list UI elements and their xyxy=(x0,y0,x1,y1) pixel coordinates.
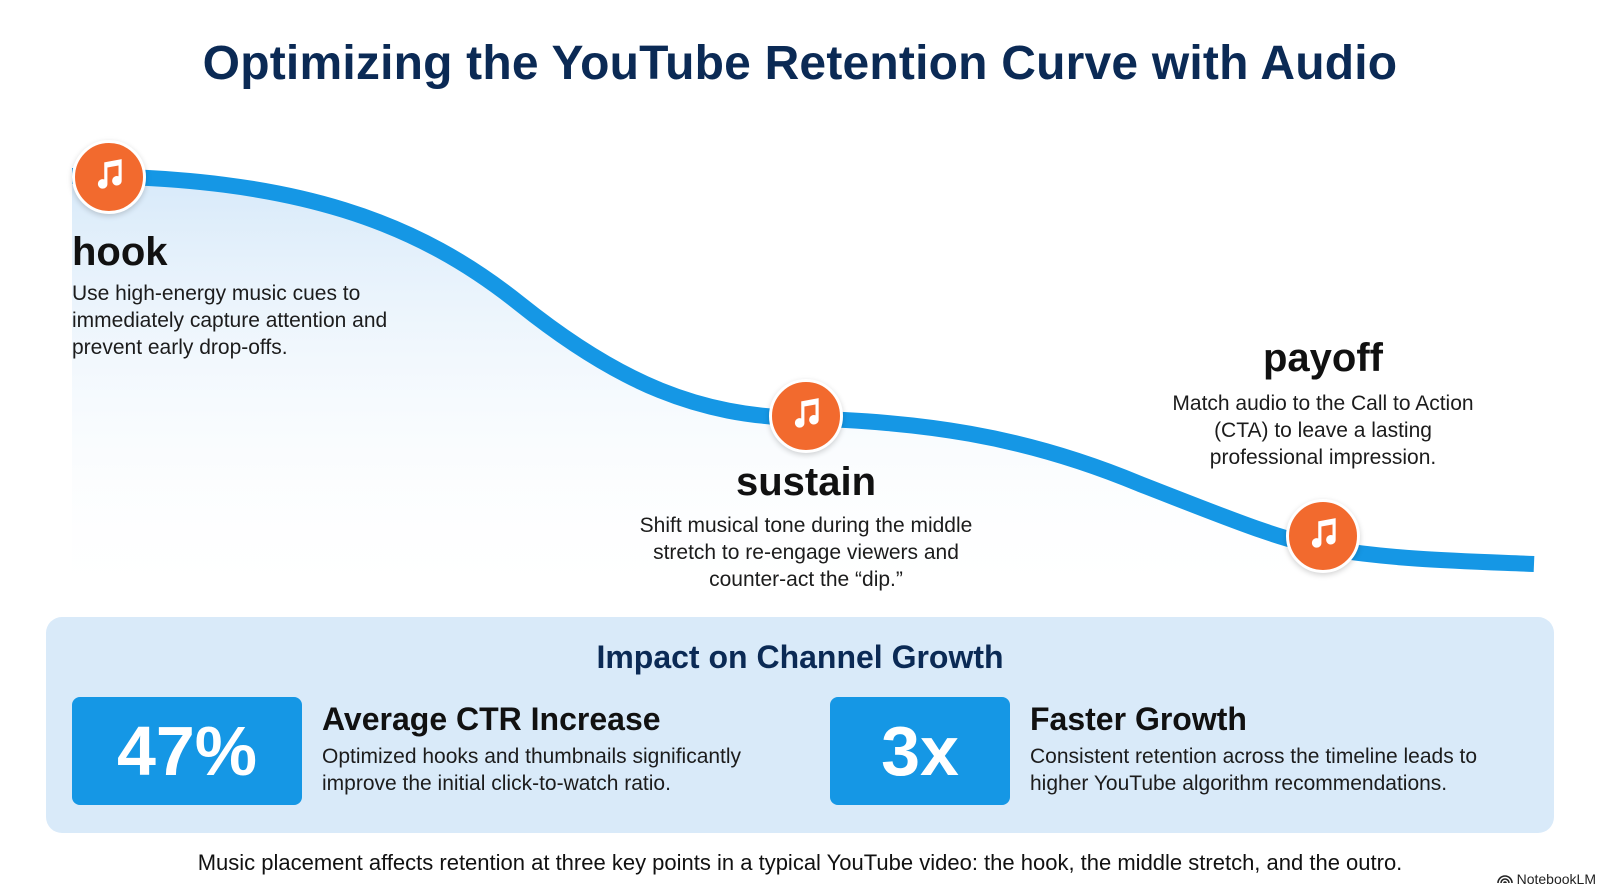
sustain-description-line: counter-act the “dip.” xyxy=(709,568,903,591)
ctr-stat-description: Optimized hooks and thumbnails significa… xyxy=(322,743,792,797)
growth-stat-box: 3x xyxy=(830,697,1010,805)
sustain-description-line: Shift musical tone during the middle xyxy=(639,514,973,537)
ctr-stat-description-line: improve the initial click-to-watch ratio… xyxy=(322,772,671,795)
payoff-description-line: Match audio to the Call to Action xyxy=(1172,392,1474,415)
music-note-icon xyxy=(1304,515,1342,558)
brand-mark: NotebookLM xyxy=(1496,871,1596,887)
ctr-stat-heading: Average CTR Increase xyxy=(322,701,661,737)
ctr-stat-description-line: Optimized hooks and thumbnails significa… xyxy=(322,745,742,768)
growth-stat-heading: Faster Growth xyxy=(1030,701,1247,737)
payoff-description: Match audio to the Call to Action (CTA) … xyxy=(1103,390,1543,471)
ctr-stat-box: 47% xyxy=(72,697,302,805)
brand-label: NotebookLM xyxy=(1516,871,1596,887)
payoff-title: payoff xyxy=(1263,336,1383,380)
growth-stat-description-line: higher YouTube algorithm recommendations… xyxy=(1030,772,1448,795)
impact-title: Impact on Channel Growth xyxy=(596,639,1004,675)
music-note-icon xyxy=(787,395,825,438)
growth-stat-description-line: Consistent retention across the timeline… xyxy=(1030,745,1478,768)
payoff-description-line: professional impression. xyxy=(1209,446,1437,469)
sustain-description-line: stretch to re-engage viewers and xyxy=(653,541,959,564)
footer-caption: Music placement affects retention at thr… xyxy=(197,850,1403,875)
growth-stat-description: Consistent retention across the timeline… xyxy=(1030,743,1530,797)
music-note-icon xyxy=(90,156,128,199)
impact-panel: Impact on Channel Growth 47% Average CTR… xyxy=(46,617,1554,833)
sustain-music-badge xyxy=(769,379,843,453)
notebooklm-logo-icon xyxy=(1496,871,1513,887)
payoff-description-line: (CTA) to leave a lasting xyxy=(1214,419,1432,442)
page-title: Optimizing the YouTube Retention Curve w… xyxy=(202,37,1398,90)
payoff-music-badge xyxy=(1286,499,1360,573)
hook-description: Use high-energy music cues to immediatel… xyxy=(72,280,492,361)
hook-music-badge xyxy=(72,140,146,214)
sustain-description: Shift musical tone during the middle str… xyxy=(586,512,1026,593)
sustain-title: sustain xyxy=(735,460,877,504)
hook-title: hook xyxy=(72,230,168,274)
hook-description-line: prevent early drop-offs. xyxy=(72,336,288,359)
hook-description-line: immediately capture attention and xyxy=(72,309,388,332)
hook-description-line: Use high-energy music cues to xyxy=(72,282,361,305)
